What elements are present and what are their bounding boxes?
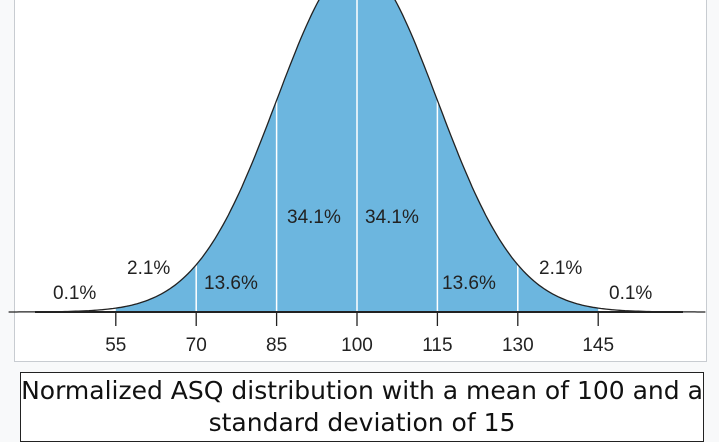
x-tick-label: 85 [266,335,287,356]
sd-lines [195,0,519,312]
x-tick-label: 70 [186,335,207,356]
region-label: 2.1% [127,258,170,279]
region-label: 34.1% [287,207,341,228]
figure-caption: Normalized ASQ distribution with a mean … [20,372,704,442]
region-label: 2.1% [539,258,582,279]
x-tick-label: 145 [582,335,614,356]
region-label: 0.1% [53,283,96,304]
region-label: 34.1% [365,207,419,228]
x-tick-label: 100 [341,335,373,356]
region-label: 0.1% [609,283,652,304]
region-label: 13.6% [442,273,496,294]
distribution-curve [8,0,706,313]
x-tick-label: 55 [105,335,126,356]
x-tick-label: 115 [422,335,452,356]
x-tick-label: 130 [502,335,534,356]
region-label: 13.6% [204,273,258,294]
normal-distribution-chart: 55 70 85 100 115 130 145 0.1% 2.1% 13.6% 34.1%… [8,0,706,356]
